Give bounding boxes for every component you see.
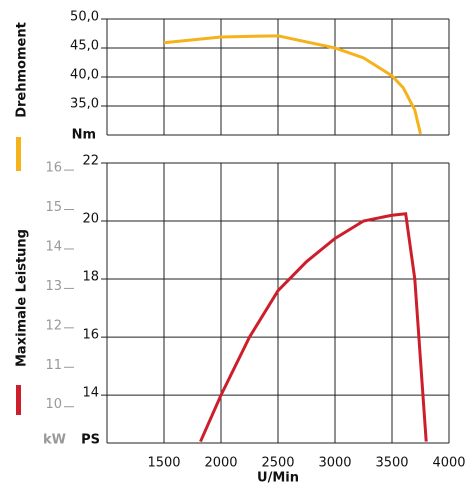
y-tick-label: 45,0 [70,39,99,54]
x-axis-label: U/Min [257,471,299,485]
legend-label: Maximale Leistung [15,229,30,367]
y-tick-label: 35,0 [70,97,99,112]
y-tick-label: 50,0 [70,10,99,25]
line [199,212,428,443]
x-tick-label: 3500 [375,456,408,471]
y2-tick-label: 14 [45,239,62,254]
x-tick-label: 4000 [432,456,465,471]
x-tick-label: 2000 [204,456,237,471]
y-tick-label: 18 [82,270,99,285]
x-tick-label: 3000 [318,456,351,471]
x-tick-label: 1500 [147,456,180,471]
y2-axis-label: kW [43,433,66,448]
y2-tick-label: 15 [45,200,62,215]
y-axis-label: Nm [72,128,96,143]
legend-swatch [16,137,21,171]
y2-tick-label: 12 [45,318,62,333]
line [163,34,422,135]
y-tick-label: 20 [82,212,99,227]
y-tick-label: 22 [82,154,99,169]
legend-label: Drehmoment [15,22,30,118]
y2-tick-label: 10 [45,397,62,412]
y2-tick-label: 11 [45,358,62,373]
y-axis-label: PS [81,433,100,448]
y2-tick-label: 13 [45,279,62,294]
y-tick-label: 40,0 [70,68,99,83]
y-tick-label: 16 [82,328,99,343]
x-tick-label: 2500 [261,456,294,471]
y2-tick-label: 16 [45,161,62,176]
y-tick-label: 14 [82,386,99,401]
legend-swatch [16,385,21,415]
